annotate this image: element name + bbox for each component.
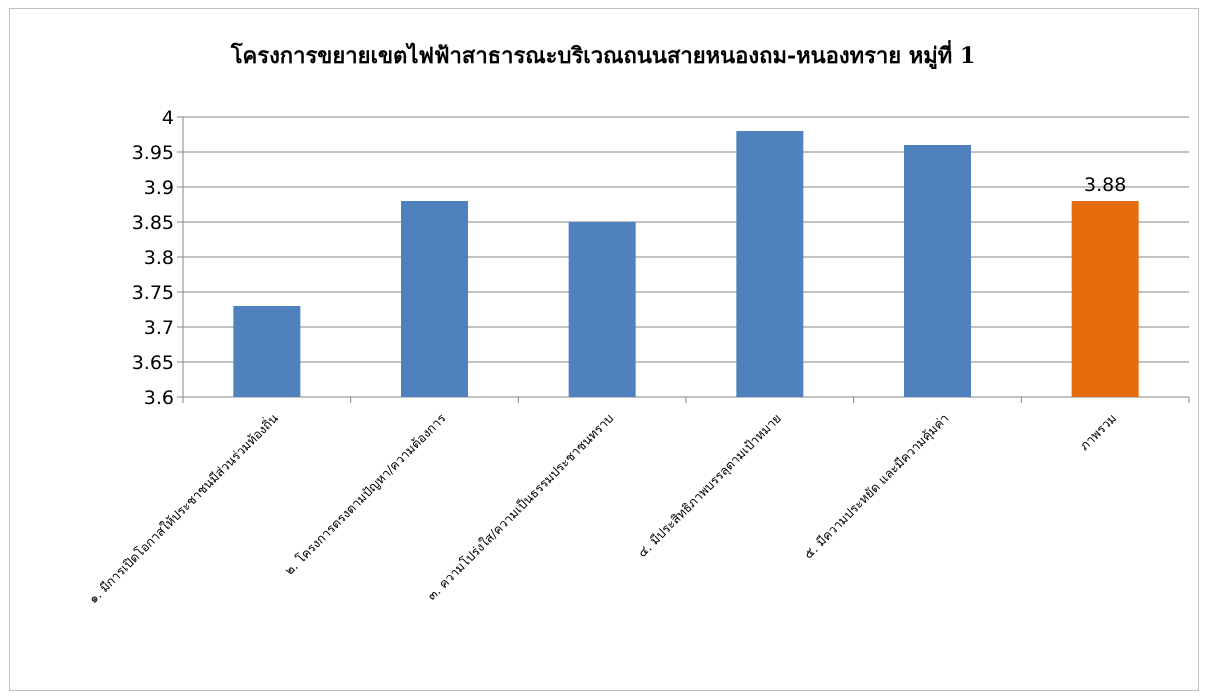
y-tick-label: 3.95 xyxy=(132,142,174,164)
bar xyxy=(904,145,971,397)
y-tick-label: 4 xyxy=(162,107,174,129)
y-tick-label: 3.7 xyxy=(144,317,174,339)
category-label: ภาพรวม xyxy=(1077,411,1120,454)
category-label: ๔. มีประสิทธิภาพบรรลุตามเป้าหมาย xyxy=(634,411,784,561)
category-label: ๑. มีการเปิดโอกาสให้ประชาชนมีส่วนร่วมท้อ… xyxy=(85,409,282,606)
bar xyxy=(233,306,301,397)
data-label: 3.88 xyxy=(1084,174,1126,196)
bar xyxy=(568,222,636,397)
y-tick-label: 3.8 xyxy=(144,247,174,269)
y-tick-label: 3.75 xyxy=(132,282,174,304)
y-tick-label: 3.85 xyxy=(132,212,174,234)
bar xyxy=(401,201,468,397)
y-tick-label: 3.9 xyxy=(144,177,174,199)
bar xyxy=(1071,201,1139,397)
bar xyxy=(736,131,804,397)
category-label: ๕. มีความประหยัด และมีความคุ้มค่า xyxy=(801,411,953,563)
category-label: ๓. ความโปร่งใส/ความเป็นธรรมประชาชนทราบ xyxy=(424,410,616,602)
y-tick-label: 3.65 xyxy=(132,352,174,374)
category-label: ๒. โครงการตรงตามปัญหา/ความต้องการ xyxy=(281,410,448,577)
y-tick-label: 3.6 xyxy=(144,387,174,409)
chart-title: โครงการขยายเขตไฟฟ้าสาธารณะบริเวณถนนสายหน… xyxy=(230,43,976,69)
